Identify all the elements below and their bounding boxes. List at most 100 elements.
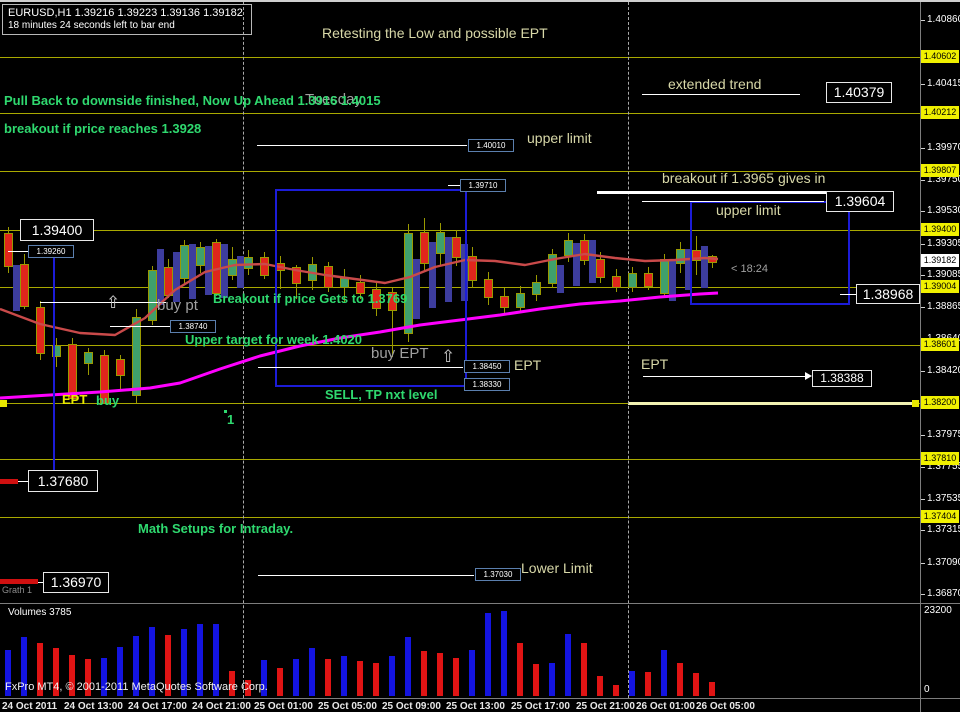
price-axis-tick-label: 1.39750 (927, 174, 960, 185)
annotation-math-setups[interactable]: Math Setups for Intraday. (138, 521, 294, 536)
drawn-rectangle[interactable] (690, 201, 850, 305)
annotation-pullback[interactable]: Pull Back to downside finished, Now Up A… (4, 93, 381, 108)
period-separator-line (628, 2, 629, 698)
drawn-white-line[interactable] (257, 145, 467, 146)
price-label-box-small[interactable]: 1.38330 (464, 378, 510, 391)
price-label-box[interactable]: 1.39400 (20, 219, 94, 241)
price-axis-tick (920, 244, 925, 245)
annotation-upper-limit-1[interactable]: upper limit (527, 130, 592, 146)
candle-bearish (500, 296, 509, 308)
volume-bar (597, 676, 603, 696)
price-axis-tick (920, 148, 925, 149)
price-label-box[interactable]: 1.40379 (826, 82, 892, 103)
drawn-white-line[interactable] (40, 302, 166, 303)
volume-bar (165, 635, 171, 696)
up-arrow-icon[interactable]: ⇧ (106, 293, 121, 312)
candle-bearish (580, 240, 589, 261)
annotation-sell-tp[interactable]: SELL, TP nxt level (325, 387, 438, 402)
candle-bearish (4, 233, 13, 267)
price-axis-tick-label: 1.37755 (927, 461, 960, 472)
drawn-white-line[interactable] (8, 251, 28, 252)
drawn-white-line[interactable] (258, 575, 474, 576)
volume-bar (293, 659, 299, 696)
annotation-tuesday[interactable]: Tuesday (305, 91, 362, 108)
annotation-upper-target[interactable]: Upper target for week 1.4020 (185, 332, 363, 347)
price-axis-tick-label: 1.39530 (927, 205, 960, 216)
drawn-white-line[interactable] (18, 481, 28, 482)
price-label-box-small[interactable]: 1.38450 (464, 360, 510, 373)
price-axis-tick (920, 594, 925, 595)
volume-bar (549, 663, 555, 696)
price-axis-tick (920, 180, 925, 181)
drawn-white-line[interactable] (643, 376, 805, 377)
price-label-box[interactable]: 1.36970 (43, 572, 109, 593)
annotation-breakout-reaches[interactable]: breakout if price reaches 1.3928 (4, 121, 202, 136)
indicator-histogram-bar (557, 265, 564, 293)
candle-bearish (164, 267, 173, 296)
time-axis-label: 25 Oct 17:00 (511, 701, 570, 712)
price-label-box-small[interactable]: 1.39260 (28, 245, 74, 258)
price-label-box[interactable]: 1.38388 (812, 370, 872, 387)
price-axis-level-label: 1.39004 (921, 280, 959, 293)
annotation-buy-ept[interactable]: buy EPT (371, 345, 429, 362)
volume-bar (517, 643, 523, 696)
annotation-retesting[interactable]: Retesting the Low and possible EPT (322, 25, 548, 41)
volume-bar (277, 668, 283, 696)
price-label-box[interactable]: 1.39604 (826, 191, 894, 212)
drawn-white-line[interactable] (597, 191, 866, 194)
volume-bar (421, 651, 427, 696)
annotation-ept-bottom-left[interactable]: EPT (62, 392, 88, 407)
price-label-box[interactable]: 1.38968 (856, 284, 920, 304)
volume-bar (453, 658, 459, 696)
price-label-box[interactable]: 1.37680 (28, 470, 98, 492)
annotation-ept-mid[interactable]: EPT (514, 357, 542, 373)
annotation-breakout-gives-in[interactable]: breakout if 1.3965 gives in (662, 170, 826, 186)
annotation-breakout-gets[interactable]: Breakout if price Gets to 1.3769 (213, 291, 408, 306)
drawn-rectangle[interactable] (275, 189, 467, 387)
drawn-white-line[interactable] (110, 326, 170, 327)
candle-bullish (548, 254, 557, 284)
annotation-marker-1[interactable]: 1 (227, 412, 235, 427)
candle-bullish (180, 245, 189, 279)
price-label-box-small[interactable]: 1.38740 (170, 320, 216, 333)
price-axis-level-label: 1.40602 (921, 50, 959, 63)
annotation-buy-bottom-left[interactable]: buy (96, 393, 120, 408)
price-label-box-small[interactable]: 1.40010 (468, 139, 514, 152)
volume-bar (341, 656, 347, 696)
annotation-buy-pt[interactable]: buy pt (157, 297, 198, 314)
time-axis-label: 25 Oct 09:00 (382, 701, 441, 712)
price-axis-tick-label: 1.37090 (927, 557, 960, 568)
annotation-bar-timer[interactable]: < 18:24 (731, 263, 769, 275)
price-label-box-small[interactable]: 1.37030 (475, 568, 521, 581)
drawn-white-line[interactable] (840, 294, 856, 295)
drawn-white-line[interactable] (448, 185, 460, 186)
price-axis-tick (920, 467, 925, 468)
indicator-histogram-bar (589, 240, 596, 283)
price-axis-level-label: 1.39400 (921, 223, 959, 236)
volume-bar (245, 680, 251, 696)
volume-bar (197, 624, 203, 696)
drawn-white-line[interactable] (642, 201, 824, 202)
candle-bearish (484, 279, 493, 298)
volume-bar (709, 682, 715, 696)
drawn-white-line[interactable] (642, 94, 800, 95)
symbol-info-box: EURUSD,H1 1.39216 1.39223 1.39136 1.3918… (2, 4, 252, 35)
candle-bearish (68, 344, 77, 399)
volume-axis-max-label: 23200 (924, 605, 952, 616)
annotation-ept-right[interactable]: EPT (641, 356, 669, 372)
price-axis-level-label: 1.38601 (921, 338, 959, 351)
annotation-upper-limit-2[interactable]: upper limit (716, 202, 781, 218)
price-label-box-small[interactable]: 1.39710 (460, 179, 506, 192)
up-arrow-icon[interactable]: ⇧ (441, 347, 456, 366)
volume-bar (373, 663, 379, 696)
annotation-lower-limit[interactable]: Lower Limit (521, 560, 593, 576)
bar-countdown-line: 18 minutes 24 seconds left to bar end (8, 20, 175, 31)
candle-bearish (596, 259, 605, 278)
drawn-vertical-line[interactable] (53, 250, 55, 480)
drawn-white-line[interactable] (38, 582, 43, 583)
candle-bearish (468, 256, 477, 281)
annotation-extended-trend[interactable]: extended trend (668, 76, 762, 92)
volume-pane-separator[interactable] (0, 603, 960, 604)
drawn-white-line[interactable] (258, 367, 463, 368)
